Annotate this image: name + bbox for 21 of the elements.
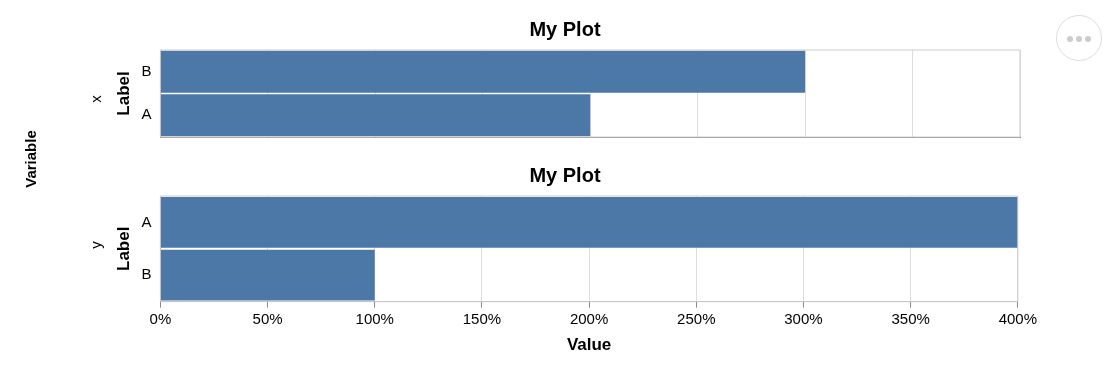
y-axis-title: Label	[113, 71, 133, 116]
text: y	[86, 241, 104, 249]
text: Variable	[21, 130, 39, 188]
text: x	[86, 95, 104, 103]
x-tick-label: 50%	[252, 309, 283, 327]
x-tick-label: 300%	[784, 309, 823, 327]
y-tick-label: B	[141, 265, 152, 283]
x-tick-label: 350%	[891, 309, 930, 327]
x-tick-label: 0%	[149, 309, 172, 327]
y-axis-title: Label	[113, 226, 133, 271]
chart-title: My Plot	[529, 163, 601, 186]
y-tick-label: B	[141, 61, 152, 79]
x-tick-label: 100%	[355, 309, 394, 327]
y-tick-label: A	[141, 105, 152, 123]
chart-title: My Plot	[529, 17, 601, 40]
y-tick-label: A	[141, 212, 152, 230]
x-axis-title: Value	[566, 335, 612, 355]
x-tick-label: 400%	[998, 309, 1038, 327]
x-tick-label: 200%	[569, 309, 609, 327]
x-tick-label: 150%	[462, 309, 502, 327]
x-tick-label: 250%	[677, 309, 716, 327]
